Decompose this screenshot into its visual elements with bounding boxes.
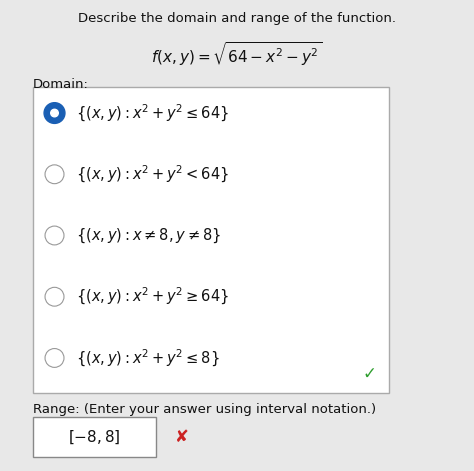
Circle shape xyxy=(45,287,64,306)
Circle shape xyxy=(51,109,58,117)
Text: $\{(x, y): x^2 + y^2 \geq 64\}$: $\{(x, y): x^2 + y^2 \geq 64\}$ xyxy=(76,286,229,307)
Text: $f(x, y) = \sqrt{64 - x^2 - y^2}$: $f(x, y) = \sqrt{64 - x^2 - y^2}$ xyxy=(152,40,322,68)
Text: Range: (Enter your answer using interval notation.): Range: (Enter your answer using interval… xyxy=(33,403,376,416)
Circle shape xyxy=(45,226,64,245)
Text: $\{(x, y): x^2 + y^2 \leq 64\}$: $\{(x, y): x^2 + y^2 \leq 64\}$ xyxy=(76,103,229,123)
Text: $\{(x, y): x \neq 8, y \neq 8\}$: $\{(x, y): x \neq 8, y \neq 8\}$ xyxy=(76,226,221,245)
Circle shape xyxy=(44,103,65,123)
Text: $[-8,8]$: $[-8,8]$ xyxy=(68,429,121,446)
Circle shape xyxy=(45,165,64,184)
FancyBboxPatch shape xyxy=(33,87,389,393)
Text: Describe the domain and range of the function.: Describe the domain and range of the fun… xyxy=(78,12,396,25)
Text: $\{(x, y): x^2 + y^2 \leq 8\}$: $\{(x, y): x^2 + y^2 \leq 8\}$ xyxy=(76,348,219,368)
Text: Domain:: Domain: xyxy=(33,78,89,91)
Text: ✓: ✓ xyxy=(363,365,377,383)
Text: ✘: ✘ xyxy=(175,428,189,446)
FancyBboxPatch shape xyxy=(33,417,156,457)
Text: $\{(x, y): x^2 + y^2 < 64\}$: $\{(x, y): x^2 + y^2 < 64\}$ xyxy=(76,164,229,185)
Circle shape xyxy=(45,349,64,367)
